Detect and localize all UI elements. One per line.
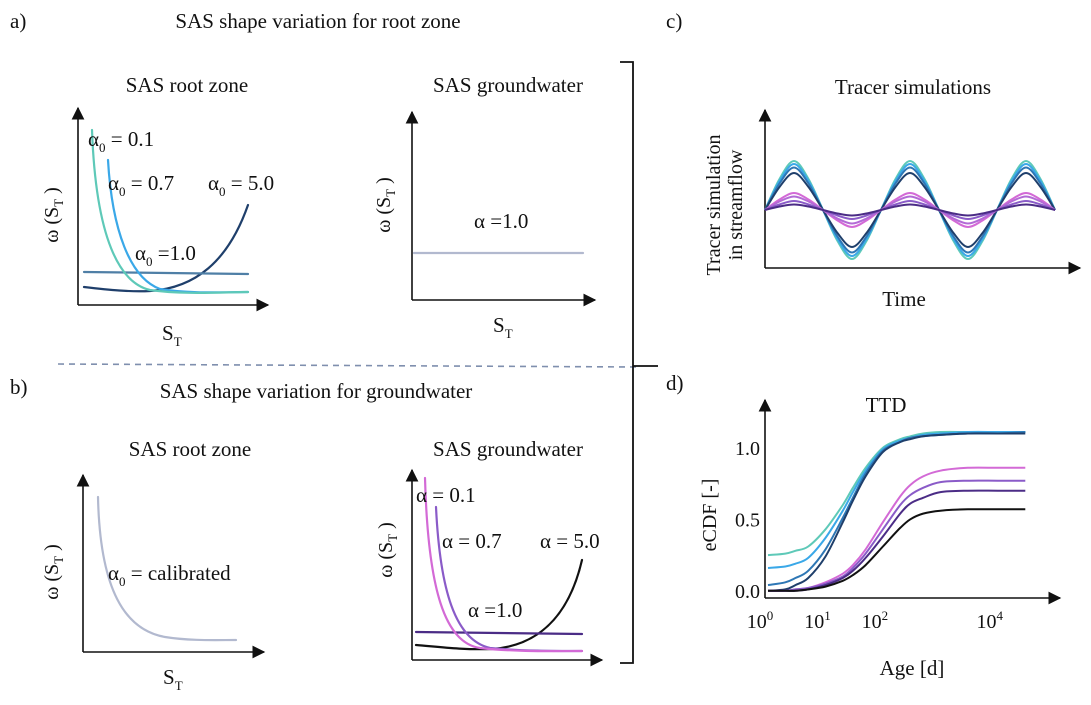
- d-ytick-label: 1.0: [735, 438, 760, 460]
- a-root-ylabel: ω (ST ): [41, 187, 66, 243]
- c-ylabel-line1: Tracer simulation: [703, 135, 725, 276]
- d-ytick-label: 0.0: [735, 581, 760, 603]
- a-root-curve-alpha-01: [90, 128, 250, 294]
- d-series-line: [767, 479, 1026, 592]
- d-series-line: [767, 430, 1026, 557]
- a-gw-ylabel: ω (ST ): [373, 177, 398, 233]
- d-ylabel: eCDF [-]: [699, 479, 721, 552]
- b-gw-label-alpha-1: α =1.0: [468, 598, 522, 622]
- d-xtick-label: 102: [862, 608, 889, 633]
- panel-d-letter: d): [666, 371, 684, 395]
- c-series-line: [764, 191, 1056, 229]
- d-series-line: [767, 432, 1026, 592]
- d-series-line: [768, 508, 1026, 592]
- b-root-ylabel: ω (ST ): [41, 544, 66, 600]
- c-series-line: [764, 159, 1056, 261]
- c-series-group: [764, 159, 1056, 261]
- c-series-line: [764, 199, 1056, 221]
- b-gw-label-alpha-07: α = 0.7: [442, 529, 502, 553]
- a-root-label-alpha-07: α0 = 0.7: [108, 171, 174, 199]
- panel-d-title: TTD: [866, 393, 907, 417]
- a-root-curve-alpha-1: [82, 270, 250, 276]
- b-gw-curve-alpha-01: [423, 476, 584, 653]
- a-root-label-alpha-1: α0 =1.0: [135, 241, 196, 269]
- a-root-xlabel: ST: [162, 321, 182, 349]
- bracket: [620, 61, 634, 664]
- d-series-line: [768, 489, 1026, 592]
- d-xlabel: Age [d]: [880, 656, 945, 680]
- b-gw-label-alpha-01: α = 0.1: [416, 483, 476, 507]
- d-xtick-label: 104: [977, 608, 1004, 633]
- b-gw-curve-alpha-1: [414, 630, 584, 636]
- panel-c-letter: c): [666, 9, 682, 33]
- a-root-label-alpha-01: α0 = 0.1: [88, 127, 154, 155]
- d-series-line: [767, 430, 1026, 569]
- panel-a-letter: a): [10, 9, 26, 33]
- b-root-curve-calibrated: [96, 495, 238, 642]
- a-gw-label-alpha-1: α =1.0: [474, 209, 528, 233]
- b-root-xlabel: ST: [163, 665, 183, 693]
- d-ytick-label: 0.5: [735, 509, 760, 531]
- section-divider: [57, 363, 639, 368]
- b-gw-title: SAS groundwater: [433, 437, 583, 461]
- c-series-line: [764, 203, 1056, 217]
- d-xtick-group: 100 101 102 104: [747, 608, 1004, 633]
- a-gw-xlabel: ST: [493, 313, 513, 341]
- b-gw-ylabel: ω (ST ): [375, 522, 400, 578]
- b-gw-label-alpha-5: α = 5.0: [540, 529, 600, 553]
- d-series-group: [767, 430, 1026, 592]
- panel-b-letter: b): [10, 375, 28, 399]
- a-root-label-alpha-5: α0 = 5.0: [208, 171, 274, 199]
- d-xtick-label: 100: [747, 608, 774, 633]
- a-root-title: SAS root zone: [126, 73, 249, 97]
- c-xlabel: Time: [882, 287, 926, 311]
- panel-c-title: Tracer simulations: [835, 75, 991, 99]
- c-series-line: [764, 195, 1056, 225]
- b-root-title: SAS root zone: [129, 437, 252, 461]
- panel-b-title: SAS shape variation for groundwater: [160, 379, 473, 403]
- c-series-line: [764, 171, 1056, 249]
- a-gw-title: SAS groundwater: [433, 73, 583, 97]
- b-root-label: α0 = calibrated: [108, 561, 231, 589]
- c-series-line: [764, 166, 1056, 254]
- d-xtick-label: 101: [804, 608, 831, 633]
- panel-a-title: SAS shape variation for root zone: [175, 9, 460, 33]
- c-ylabel-line2: in streamflow: [725, 149, 747, 260]
- d-ytick-group: 0.0 0.5 1.0: [735, 438, 760, 603]
